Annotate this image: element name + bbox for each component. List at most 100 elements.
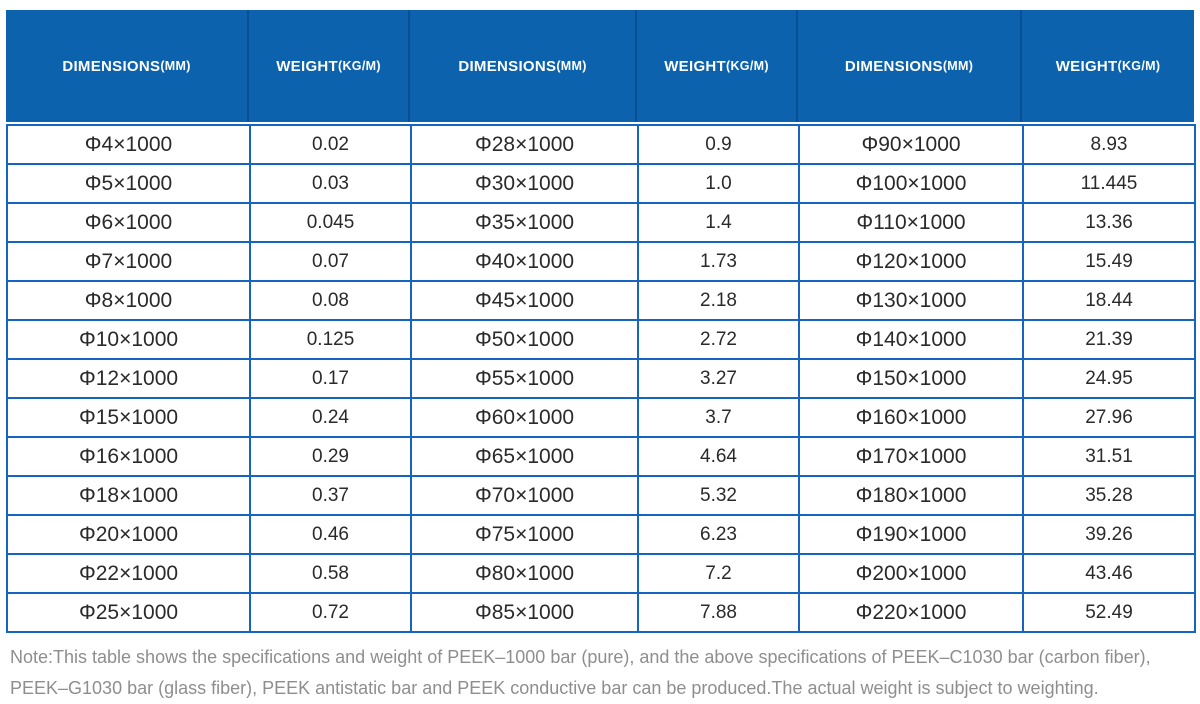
data-grid: Φ4×1000 0.02 Φ28×1000 0.9 Φ90×1000 8.93 Φ5×100… xyxy=(6,124,1196,633)
table-row: Φ25×1000 0.72 Φ85×1000 7.88 Φ220×1000 52.49 xyxy=(6,592,1196,633)
dimension-cell: Φ22×1000 xyxy=(6,553,251,594)
weight-cell: 0.03 xyxy=(249,163,412,204)
dimension-cell: Φ4×1000 xyxy=(6,124,251,165)
dimension-cell: Φ15×1000 xyxy=(6,397,251,438)
table-row: Φ6×1000 0.045 Φ35×1000 1.4 Φ110×1000 13.36 xyxy=(6,202,1196,243)
dimension-cell: Φ28×1000 xyxy=(410,124,639,165)
column-header-weight-1: WEIGHT (KG/M) xyxy=(249,10,410,122)
weight-cell: 0.24 xyxy=(249,397,412,438)
dimension-cell: Φ6×1000 xyxy=(6,202,251,243)
dimension-cell: Φ160×1000 xyxy=(798,397,1024,438)
footnote-line-2: PEEK–G1030 bar (glass fiber), PEEK antis… xyxy=(10,678,1099,698)
dimension-cell: Φ90×1000 xyxy=(798,124,1024,165)
weight-cell: 15.49 xyxy=(1022,241,1196,282)
dimension-cell: Φ45×1000 xyxy=(410,280,639,321)
dimension-cell: Φ5×1000 xyxy=(6,163,251,204)
dimension-cell: Φ100×1000 xyxy=(798,163,1024,204)
table-row: Φ7×1000 0.07 Φ40×1000 1.73 Φ120×1000 15.49 xyxy=(6,241,1196,282)
weight-cell: 3.7 xyxy=(637,397,800,438)
weight-cell: 0.08 xyxy=(249,280,412,321)
weight-cell: 35.28 xyxy=(1022,475,1196,516)
weight-cell: 0.72 xyxy=(249,592,412,633)
dimension-cell: Φ8×1000 xyxy=(6,280,251,321)
weight-cell: 2.18 xyxy=(637,280,800,321)
dimension-cell: Φ25×1000 xyxy=(6,592,251,633)
column-header-label: WEIGHT xyxy=(276,57,339,75)
column-header-dimensions-1: DIMENSIONS (MM) xyxy=(6,10,249,122)
weight-cell: 11.445 xyxy=(1022,163,1196,204)
column-header-unit: (MM) xyxy=(556,59,587,73)
weight-cell: 0.37 xyxy=(249,475,412,516)
weight-cell: 0.045 xyxy=(249,202,412,243)
weight-cell: 4.64 xyxy=(637,436,800,477)
dimension-cell: Φ80×1000 xyxy=(410,553,639,594)
weight-cell: 13.36 xyxy=(1022,202,1196,243)
column-header-unit: (KG/M) xyxy=(726,59,769,73)
table-row: Φ22×1000 0.58 Φ80×1000 7.2 Φ200×1000 43.46 xyxy=(6,553,1196,594)
weight-cell: 31.51 xyxy=(1022,436,1196,477)
dimension-cell: Φ30×1000 xyxy=(410,163,639,204)
column-header-unit: (MM) xyxy=(160,59,191,73)
weight-cell: 7.88 xyxy=(637,592,800,633)
table-row: Φ15×1000 0.24 Φ60×1000 3.7 Φ160×1000 27.96 xyxy=(6,397,1196,438)
dimension-cell: Φ170×1000 xyxy=(798,436,1024,477)
weight-cell: 5.32 xyxy=(637,475,800,516)
dimension-cell: Φ50×1000 xyxy=(410,319,639,360)
dimension-cell: Φ220×1000 xyxy=(798,592,1024,633)
column-header-label: WEIGHT xyxy=(664,57,727,75)
dimension-cell: Φ150×1000 xyxy=(798,358,1024,399)
column-header-weight-2: WEIGHT (KG/M) xyxy=(637,10,798,122)
dimension-cell: Φ75×1000 xyxy=(410,514,639,555)
dimension-cell: Φ70×1000 xyxy=(410,475,639,516)
table-row: Φ12×1000 0.17 Φ55×1000 3.27 Φ150×1000 24.95 xyxy=(6,358,1196,399)
weight-cell: 1.0 xyxy=(637,163,800,204)
table-row: Φ5×1000 0.03 Φ30×1000 1.0 Φ100×1000 11.445 xyxy=(6,163,1196,204)
column-header-label: WEIGHT xyxy=(1055,57,1118,75)
weight-cell: 0.46 xyxy=(249,514,412,555)
column-header-dimensions-3: DIMENSIONS (MM) xyxy=(798,10,1022,122)
weight-cell: 18.44 xyxy=(1022,280,1196,321)
weight-cell: 0.29 xyxy=(249,436,412,477)
dimension-cell: Φ60×1000 xyxy=(410,397,639,438)
dimension-cell: Φ20×1000 xyxy=(6,514,251,555)
peek-bar-spec-table: DIMENSIONS (MM) WEIGHT (KG/M) DIMENSIONS (M… xyxy=(6,10,1196,633)
table-body: Φ4×1000 0.02 Φ28×1000 0.9 Φ90×1000 8.93 Φ5×100… xyxy=(6,124,1196,633)
dimension-cell: Φ40×1000 xyxy=(410,241,639,282)
dimension-cell: Φ85×1000 xyxy=(410,592,639,633)
weight-cell: 24.95 xyxy=(1022,358,1196,399)
weight-cell: 7.2 xyxy=(637,553,800,594)
column-header-unit: (KG/M) xyxy=(1117,59,1161,73)
footnote: Note:This table shows the specifications… xyxy=(10,642,1195,704)
weight-cell: 0.17 xyxy=(249,358,412,399)
table-row: Φ20×1000 0.46 Φ75×1000 6.23 Φ190×1000 39.26 xyxy=(6,514,1196,555)
dimension-cell: Φ200×1000 xyxy=(798,553,1024,594)
table-row: Φ4×1000 0.02 Φ28×1000 0.9 Φ90×1000 8.93 xyxy=(6,124,1196,165)
weight-cell: 0.9 xyxy=(637,124,800,165)
table-row: Φ10×1000 0.125 Φ50×1000 2.72 Φ140×1000 21.39 xyxy=(6,319,1196,360)
column-header-unit: (KG/M) xyxy=(338,59,381,73)
table-row: Φ8×1000 0.08 Φ45×1000 2.18 Φ130×1000 18.44 xyxy=(6,280,1196,321)
weight-cell: 1.73 xyxy=(637,241,800,282)
column-header-unit: (MM) xyxy=(942,59,974,73)
weight-cell: 21.39 xyxy=(1022,319,1196,360)
dimension-cell: Φ180×1000 xyxy=(798,475,1024,516)
dimension-cell: Φ190×1000 xyxy=(798,514,1024,555)
column-header-weight-3: WEIGHT (KG/M) xyxy=(1022,10,1194,122)
table-row: Φ16×1000 0.29 Φ65×1000 4.64 Φ170×1000 31.51 xyxy=(6,436,1196,477)
dimension-cell: Φ18×1000 xyxy=(6,475,251,516)
column-header-label: DIMENSIONS xyxy=(844,57,943,75)
weight-cell: 0.125 xyxy=(249,319,412,360)
weight-cell: 6.23 xyxy=(637,514,800,555)
dimension-cell: Φ110×1000 xyxy=(798,202,1024,243)
table-header-row: DIMENSIONS (MM) WEIGHT (KG/M) DIMENSIONS (M… xyxy=(6,10,1194,122)
dimension-cell: Φ10×1000 xyxy=(6,319,251,360)
weight-cell: 2.72 xyxy=(637,319,800,360)
weight-cell: 8.93 xyxy=(1022,124,1196,165)
weight-cell: 27.96 xyxy=(1022,397,1196,438)
dimension-cell: Φ140×1000 xyxy=(798,319,1024,360)
dimension-cell: Φ55×1000 xyxy=(410,358,639,399)
column-header-dimensions-2: DIMENSIONS (MM) xyxy=(410,10,637,122)
dimension-cell: Φ12×1000 xyxy=(6,358,251,399)
column-header-label: DIMENSIONS xyxy=(458,57,557,75)
